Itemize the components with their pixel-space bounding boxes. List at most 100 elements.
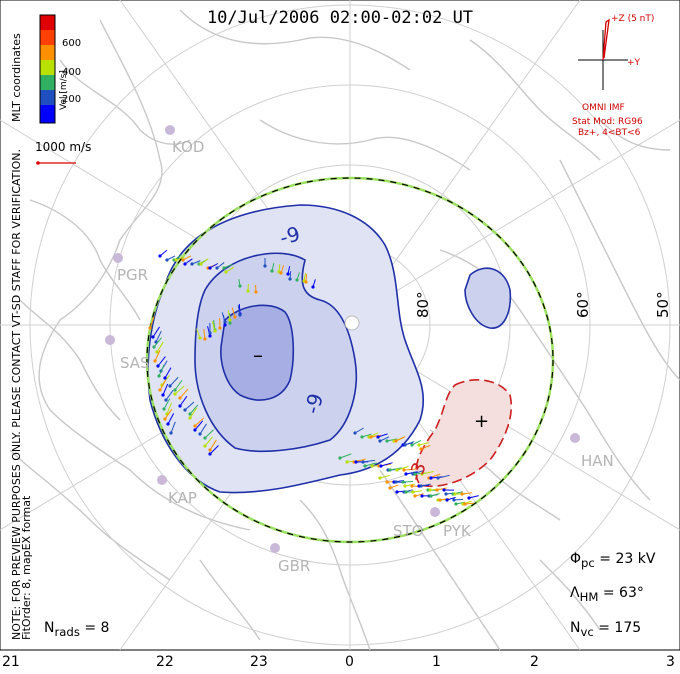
velocity-vector [403,468,417,471]
velocity-vector [158,364,165,377]
velocity-vector [296,272,300,281]
vector-scale-label: 1000 m/s [35,140,92,154]
velocity-vector [221,312,226,323]
velocity-vector [156,341,164,353]
velocity-vector [175,256,185,261]
velocity-vector [389,484,399,489]
velocity-vector [155,330,162,343]
velocity-vector [436,487,447,491]
velocity-vector [225,266,234,273]
velocity-vector [362,459,375,463]
velocity-vector [364,462,377,467]
map-title: 10/Jul/2006 02:00-02:02 UT [206,8,474,28]
velocity-vector [412,490,422,493]
station-sto: STO [393,522,424,540]
colorbar-tick-200: 200 [62,94,82,105]
nrads-stat: Nrads = 8 [44,620,110,639]
velocity-vector [464,502,475,505]
velocity-vector [179,388,189,399]
velocity-vector [418,442,429,446]
velocity-vector [209,263,219,269]
velocity-vector [169,376,179,387]
velocity-vector [203,329,206,340]
velocity-vector [312,279,316,288]
lat-60: 60° [574,291,592,318]
velocity-vector [184,258,193,265]
velocity-vectors [148,249,479,506]
velocity-vector [223,263,233,269]
velocity-vector [159,379,167,391]
velocity-vector [164,367,172,379]
velocity-vector [194,417,205,427]
velocity-vector [461,492,472,495]
latitude-labels: 80° 60° 50° [414,291,672,318]
velocity-vector [437,474,450,479]
velocity-vector [204,436,213,447]
velocity-vector [271,263,275,272]
velocity-vector [199,423,207,435]
velocity-vector [196,328,201,339]
mlt-coordinates-label: MLT coordinates [10,33,23,122]
velocity-vector [395,436,406,442]
imf-source: OMNI IMF [582,103,625,113]
velocity-vector [377,433,388,438]
station-markers [105,125,580,553]
velocity-vector [453,498,464,501]
mlt-label-23: 23 [250,654,268,670]
velocity-vector [184,401,195,411]
hm-boundary-latitude-stat: ΛHM = 63° [570,585,644,604]
velocity-vector [157,356,166,367]
velocity-vector [167,413,175,425]
mlt-label-0: 0 [345,654,354,670]
vector-scale-arrow [36,161,76,165]
velocity-vector [209,439,217,451]
velocity-vector [305,273,308,283]
mlt-label-2: 2 [530,654,539,670]
velocity-vector [361,433,372,438]
hm-boundary-dash [146,177,554,543]
nvc-stat: Nvc = 175 [570,620,642,639]
plot-frame [0,0,680,651]
velocity-vector [238,279,241,287]
velocity-vector [411,440,422,446]
velocity-vector [154,349,161,362]
velocity-vector [200,258,209,265]
velocity-vector [164,408,173,420]
positive-cell [415,379,513,487]
velocity-vector [379,474,390,479]
velocity-vector [162,383,169,396]
velocity-vector [421,471,434,475]
imf-z-axis-label: +Z (5 nT) [611,14,655,24]
potential-minimum: – [253,343,263,367]
velocity-vector [204,429,214,439]
station-gbr: GBR [278,557,310,575]
velocity-vector [191,260,201,265]
velocity-vector [414,493,424,497]
velocity-vector [153,337,162,348]
velocity-vector [339,453,352,459]
velocity-vector [149,316,155,329]
mlt-label-3: 3 [666,654,675,670]
velocity-vector [237,305,241,316]
velocity-vector [163,398,171,410]
imf-model: Stat Mod: RG96 [572,117,643,127]
mlt-label-22: 22 [156,654,174,670]
imf-dial [578,18,628,90]
velocity-vector [303,273,307,282]
velocity-vector [379,436,390,442]
potential-maximum: + [474,411,489,432]
velocity-vector [380,462,393,467]
velocity-vector [404,483,415,487]
pole-marker [344,315,360,331]
velocity-vector [174,385,185,395]
velocity-vector [166,255,176,261]
velocity-vector [182,255,192,261]
station-pyk: PYK [443,522,472,540]
velocity-vector [289,270,292,280]
velocity-vector [166,402,172,415]
station-pgr: PGR [117,266,148,284]
imf-condition: Bz+, 4<BT<6 [578,128,641,138]
velocity-vector [280,265,285,274]
velocity-vector [396,466,409,471]
